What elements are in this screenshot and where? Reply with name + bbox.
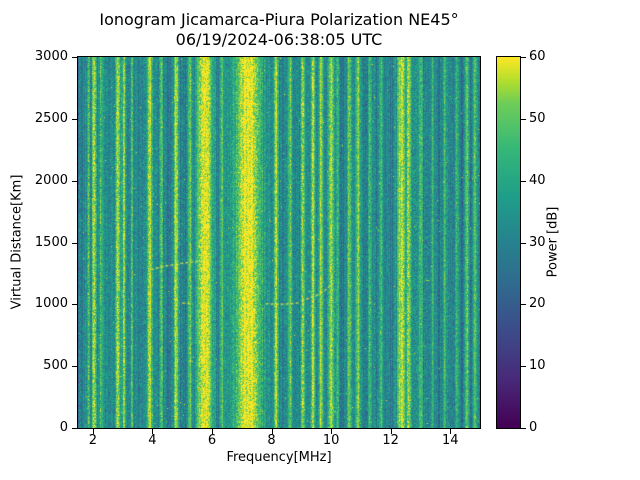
colorbar-tick-label: 40	[529, 172, 546, 188]
colorbar-tick-label: 30	[529, 234, 546, 250]
x-axis-label: Frequency[MHz]	[226, 450, 332, 465]
colorbar-tick-mark	[521, 242, 526, 244]
y-tick-mark	[72, 118, 77, 120]
colorbar-tick-label: 10	[529, 358, 546, 374]
y-tick-label: 1000	[34, 296, 68, 312]
x-tick-mark	[212, 429, 213, 434]
y-tick-mark	[72, 242, 77, 244]
x-tick-label: 10	[322, 433, 340, 448]
y-tick-label: 500	[43, 358, 68, 374]
y-tick-label: 0	[59, 420, 68, 435]
colorbar-tick-label: 50	[529, 110, 546, 126]
y-tick-mark	[72, 304, 77, 306]
x-tick-mark	[331, 429, 333, 434]
x-tick-label: 8	[267, 433, 276, 448]
y-tick-label: 1500	[34, 234, 68, 250]
y-tick-mark	[72, 366, 77, 368]
colorbar-tick-mark	[521, 428, 526, 429]
x-tick-mark	[390, 429, 392, 434]
colorbar-tick-mark	[521, 180, 526, 182]
colorbar-gradient	[496, 56, 521, 429]
chart-subtitle: 06/19/2024-06:38:05 UTC	[175, 30, 383, 49]
colorbar-tick-label: 0	[529, 420, 538, 435]
chart-title: Ionogram Jicamarca-Piura Polarization NE…	[99, 10, 459, 29]
x-tick-label: 2	[88, 433, 98, 448]
y-tick-mark	[72, 180, 77, 182]
colorbar-tick-label: 20	[529, 296, 546, 312]
y-tick-label: 3000	[34, 49, 68, 64]
colorbar-tick-mark	[521, 366, 526, 368]
y-tick-mark	[72, 428, 77, 429]
x-tick-mark	[450, 429, 452, 434]
y-tick-mark	[72, 57, 77, 58]
x-tick-label: 12	[382, 433, 399, 448]
x-tick-label: 14	[441, 433, 459, 448]
y-tick-label: 2500	[34, 110, 68, 126]
y-axis-label: Virtual Distance[Km]	[9, 174, 25, 310]
y-tick-label: 2000	[34, 172, 68, 188]
colorbar-label: Power [dB]	[545, 206, 561, 278]
x-tick-mark	[271, 429, 273, 434]
x-tick-mark	[92, 429, 94, 434]
colorbar-tick-mark	[521, 57, 526, 58]
ionogram-heatmap	[77, 56, 481, 429]
colorbar-tick-mark	[521, 304, 526, 306]
x-tick-mark	[152, 429, 154, 434]
colorbar-tick-label: 60	[529, 49, 546, 64]
x-tick-label: 6	[207, 433, 217, 448]
colorbar-tick-mark	[521, 118, 526, 120]
x-tick-label: 4	[148, 433, 157, 448]
